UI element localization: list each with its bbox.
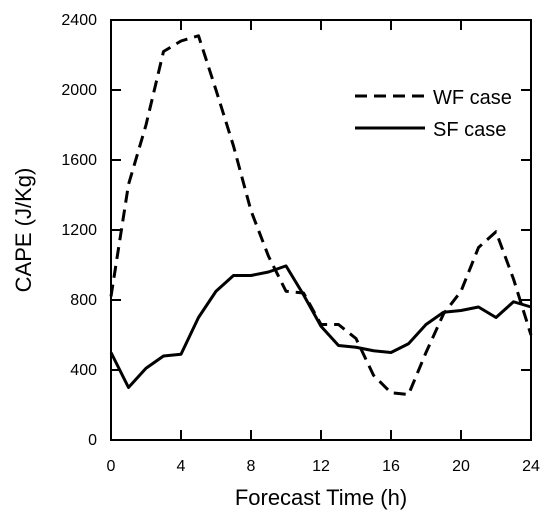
y-tick-label: 1600	[61, 152, 97, 169]
x-tick-label: 20	[452, 458, 470, 475]
x-tick-label: 12	[312, 458, 330, 475]
y-axis-ticks: 0 400 800 1200 1600 2000 2400	[61, 12, 531, 449]
y-tick-label: 1200	[61, 222, 97, 239]
y-tick-label: 800	[70, 292, 97, 309]
y-axis-label: CAPE (J/Kg)	[11, 168, 36, 293]
x-tick-label: 16	[382, 458, 400, 475]
legend: WF case SF case	[355, 87, 512, 141]
legend-label-wf-case: WF case	[433, 87, 512, 109]
x-tick-label: 8	[247, 458, 256, 475]
y-tick-label: 2400	[61, 12, 97, 29]
x-tick-label: 4	[177, 458, 186, 475]
y-tick-label: 400	[70, 362, 97, 379]
y-tick-label: 0	[88, 432, 97, 449]
x-axis-label: Forecast Time (h)	[235, 485, 407, 510]
x-tick-label: 0	[107, 458, 116, 475]
y-tick-label: 2000	[61, 82, 97, 99]
legend-label-sf-case: SF case	[433, 119, 506, 141]
sf-case-line	[109, 264, 532, 389]
series-layer	[109, 34, 533, 396]
x-tick-label: 24	[522, 458, 540, 475]
x-axis-ticks: 0 4 8 12 16 20 24	[107, 20, 540, 475]
